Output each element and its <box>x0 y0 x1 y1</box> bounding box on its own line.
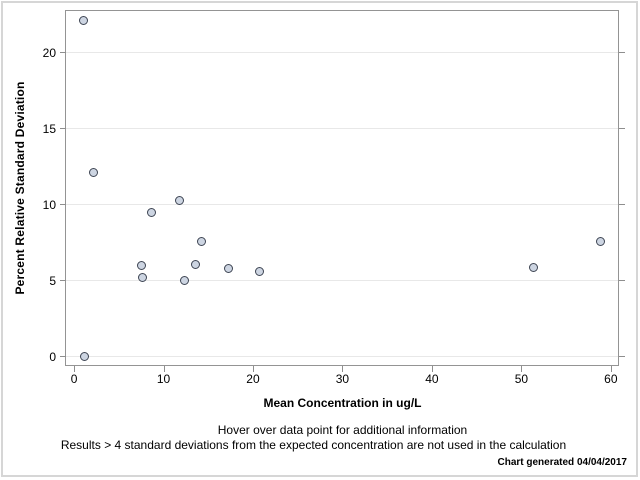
chart-generated-date: Chart generated 04/04/2017 <box>497 457 627 468</box>
y-tick-mark <box>60 203 66 205</box>
y-tick-label: 10 <box>42 197 56 212</box>
x-tick-label: 10 <box>156 372 171 386</box>
x-tick-mark <box>252 366 254 372</box>
y-tick-label: 20 <box>42 45 56 60</box>
data-point[interactable] <box>138 273 148 283</box>
y-tick-label: 0 <box>49 349 56 364</box>
data-point[interactable] <box>136 261 146 270</box>
x-tick-label: 20 <box>246 372 260 386</box>
y-tick-mark <box>60 355 66 357</box>
y-gridline <box>66 127 618 129</box>
y-tick-label: 15 <box>42 121 56 136</box>
y-tick-mark <box>619 127 625 129</box>
footnote-exclusion-rule: Results > 4 standard deviations from the… <box>60 438 567 452</box>
data-point[interactable] <box>254 267 264 277</box>
x-tick-mark <box>521 366 523 372</box>
data-point[interactable] <box>196 236 206 246</box>
x-tick-label: 50 <box>514 372 529 386</box>
data-point[interactable] <box>191 259 201 269</box>
x-tick-mark <box>342 366 344 372</box>
y-gridline <box>66 51 618 53</box>
footnote-hover-hint: Hover over data point for additional inf… <box>217 423 468 437</box>
data-point[interactable] <box>79 16 89 26</box>
x-axis-title: Mean Concentration in ug/L <box>263 396 422 410</box>
data-point[interactable] <box>175 195 185 205</box>
y-tick-mark <box>619 203 625 205</box>
y-gridline <box>66 203 618 205</box>
x-tick-mark <box>610 366 612 372</box>
data-point[interactable] <box>595 236 605 246</box>
x-tick-label: 0 <box>70 372 78 386</box>
y-tick-mark <box>619 51 625 53</box>
data-point[interactable] <box>80 352 90 362</box>
x-tick-label: 40 <box>425 372 439 386</box>
y-tick-mark <box>60 279 66 281</box>
x-tick-mark <box>74 366 76 372</box>
plot-area <box>65 10 619 366</box>
data-point[interactable] <box>179 276 189 286</box>
x-tick-label: 60 <box>604 372 618 386</box>
data-point[interactable] <box>224 264 234 273</box>
data-point[interactable] <box>146 207 156 217</box>
y-gridline <box>66 279 618 281</box>
y-tick-mark <box>619 355 625 357</box>
y-tick-label: 5 <box>49 273 56 288</box>
x-tick-label: 30 <box>335 372 350 386</box>
x-tick-mark <box>163 366 165 372</box>
data-point[interactable] <box>528 262 538 272</box>
y-tick-mark <box>60 51 66 53</box>
y-tick-mark <box>619 279 625 281</box>
y-axis-title: Percent Relative Standard Deviation <box>13 81 27 295</box>
data-point[interactable] <box>89 168 99 178</box>
x-tick-mark <box>431 366 433 372</box>
y-gridline <box>66 355 618 357</box>
y-tick-mark <box>60 127 66 129</box>
